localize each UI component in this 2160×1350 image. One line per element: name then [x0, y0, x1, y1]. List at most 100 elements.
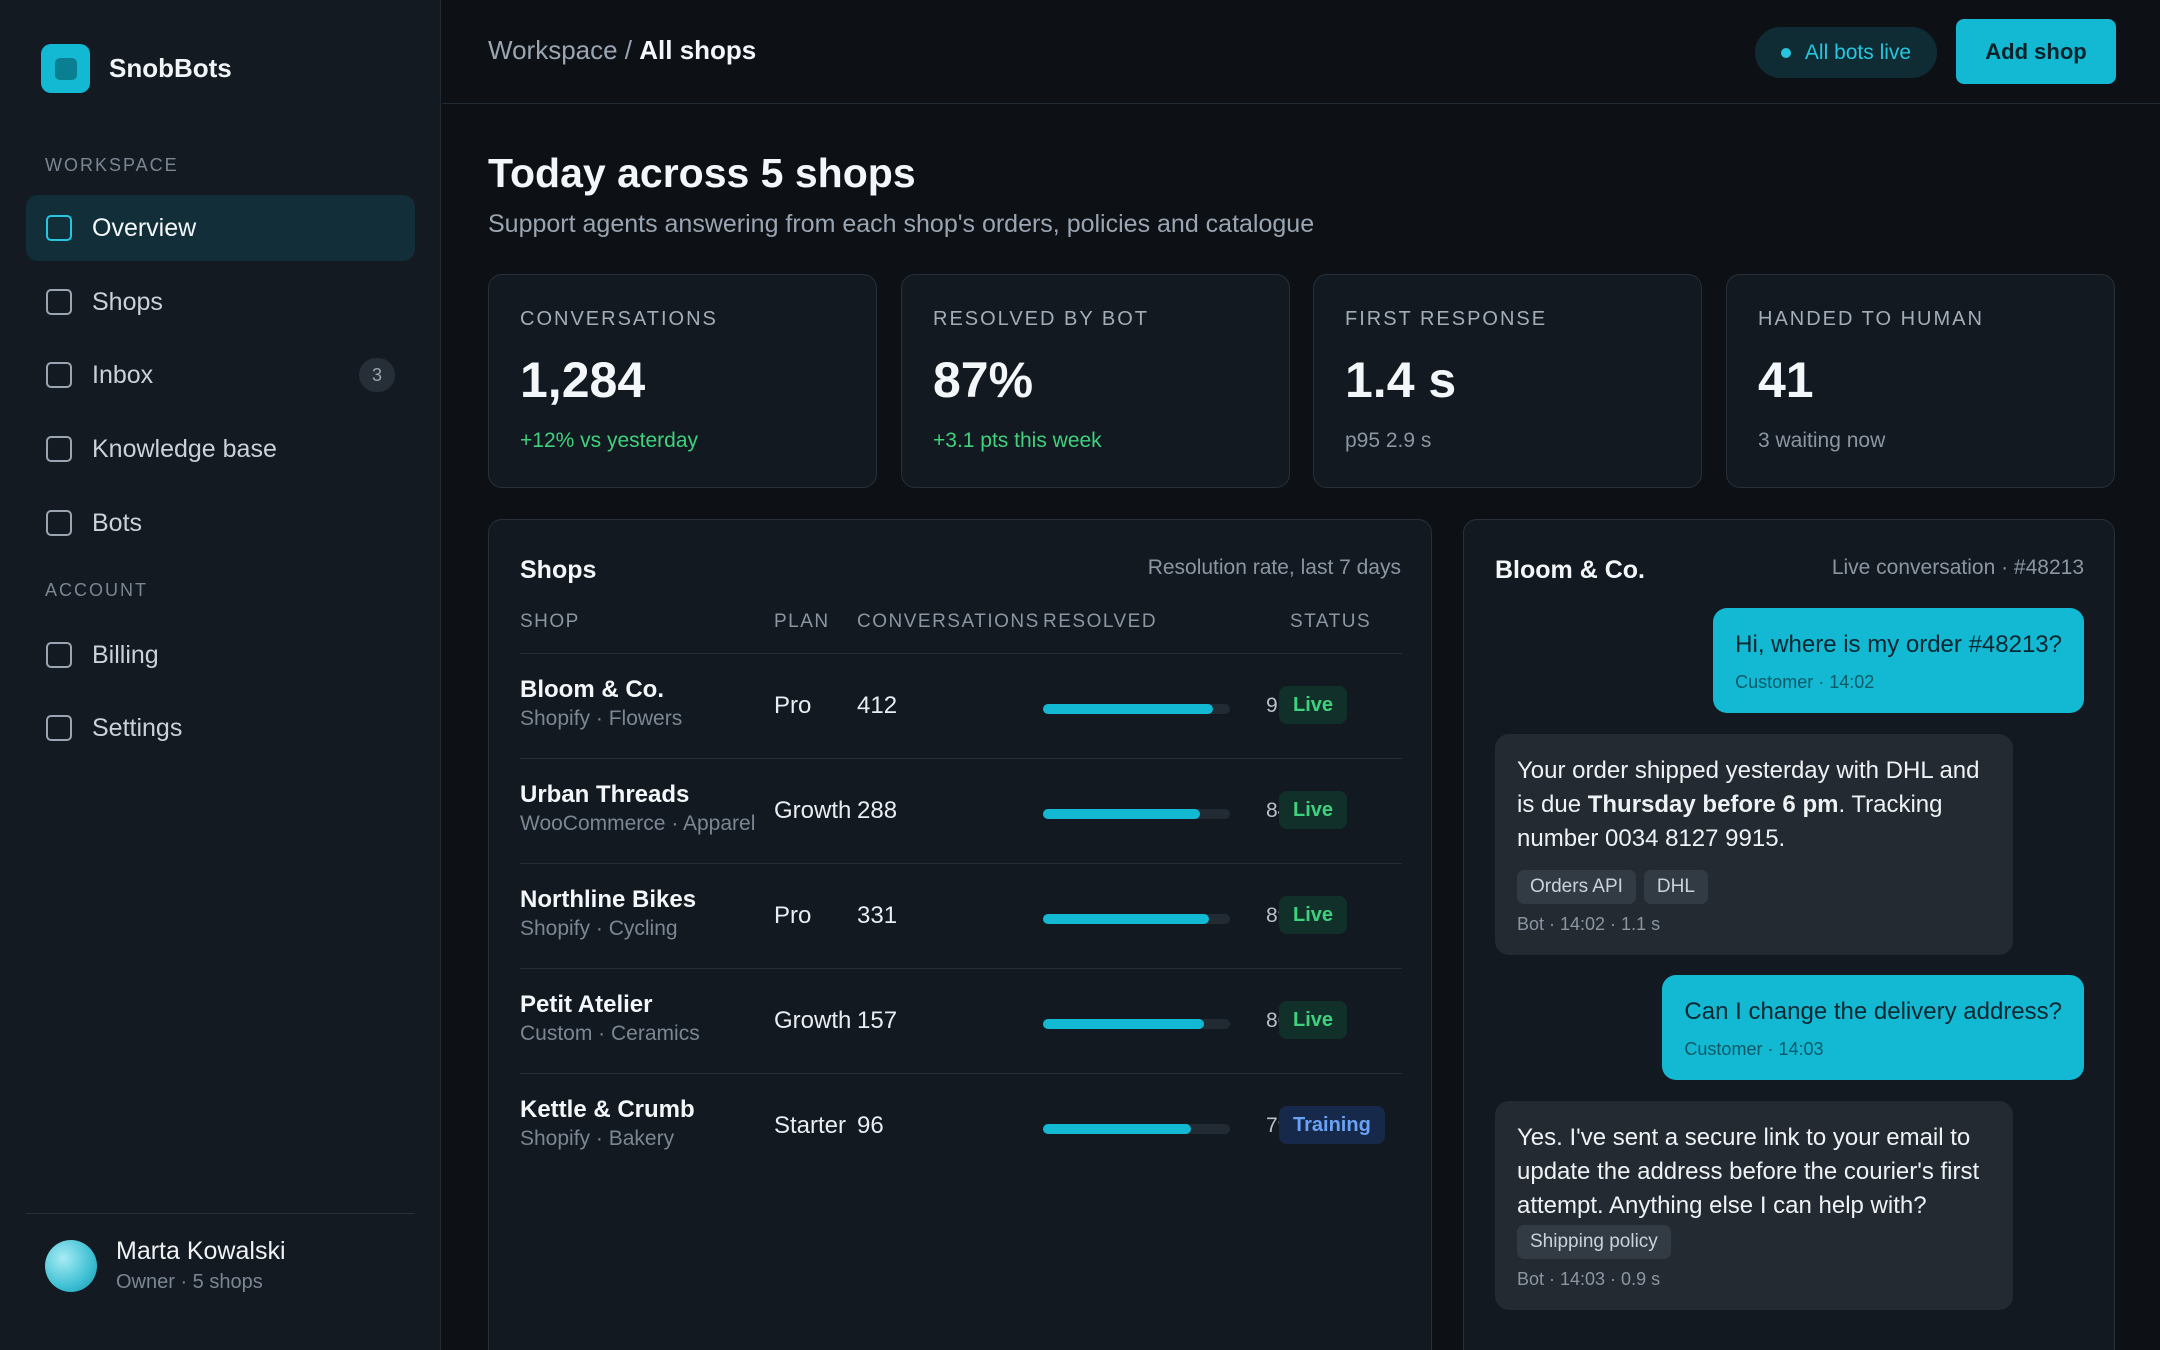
shop-platform: WooCommerce · Apparel: [520, 812, 756, 835]
bot-message: Your order shipped yesterday with DHL an…: [1495, 734, 2013, 955]
shops-panel-title: Shops: [520, 556, 597, 584]
breadcrumb-root[interactable]: Workspace: [488, 35, 618, 65]
status-badge: Live: [1279, 1001, 1348, 1039]
table-row[interactable]: Urban Threads WooCommerce · Apparel Grow…: [520, 758, 1402, 863]
shop-plan: Growth: [774, 797, 852, 824]
shops-icon: [46, 289, 72, 315]
shop-name: Urban Threads: [520, 781, 690, 808]
shop-platform: Custom · Ceramics: [520, 1022, 700, 1045]
brand-logo-icon: [41, 44, 90, 93]
message-text: Hi, where is my order #48213?: [1735, 631, 2062, 658]
sidebar-item-shops[interactable]: Shops: [26, 269, 415, 335]
resolution-bar-fill: [1043, 914, 1210, 924]
source-chips: Orders API DHL: [1517, 870, 1991, 904]
sidebar-item-label: Shops: [92, 287, 163, 316]
resolution-bar: [1043, 914, 1230, 924]
brand[interactable]: SnobBots: [41, 44, 232, 93]
shop-plan: Pro: [774, 902, 812, 929]
sidebar-item-label: Overview: [92, 213, 197, 242]
user-divider: [26, 1213, 415, 1214]
source-chip[interactable]: Orders API: [1517, 870, 1636, 904]
shop-name: Bloom & Co.: [520, 676, 664, 703]
kpi-card-conversations: CONVERSATIONS 1,284 +12% vs yesterday: [488, 274, 877, 488]
kpi-label: HANDED TO HUMAN: [1758, 308, 1984, 330]
sidebar-item-overview[interactable]: Overview: [26, 195, 415, 261]
user-name[interactable]: Marta Kowalski: [116, 1237, 286, 1265]
sidebar-item-settings[interactable]: Settings: [26, 695, 415, 761]
shop-conversations: 96: [857, 1112, 884, 1139]
sidebar-item-label: Inbox: [92, 360, 154, 389]
status-badge: Live: [1279, 896, 1348, 934]
resolution-bar: [1043, 704, 1230, 714]
column-header-shop[interactable]: SHOP: [520, 611, 580, 632]
resolution-bar-fill: [1043, 1019, 1204, 1029]
inbox-icon: [46, 362, 72, 388]
shop-name: Petit Atelier: [520, 991, 653, 1018]
kpi-note: p95 2.9 s: [1345, 429, 1432, 452]
message-text: Yes. I've sent a secure link to your ema…: [1517, 1121, 1991, 1259]
resolution-bar-fill: [1043, 809, 1201, 819]
conversation-panel: Bloom & Co. Live conversation · #48213 H…: [1463, 519, 2115, 1350]
source-chip[interactable]: Shipping policy: [1517, 1225, 1671, 1259]
shop-conversations: 331: [857, 902, 898, 929]
resolution-bar: [1043, 1019, 1230, 1029]
brand-name: SnobBots: [109, 53, 232, 83]
topbar: Workspace / All shops All bots live Add …: [442, 0, 2160, 104]
bot-message: Yes. I've sent a secure link to your ema…: [1495, 1101, 2013, 1310]
customer-message: Hi, where is my order #48213? Customer ·…: [1713, 608, 2084, 713]
sidebar-item-label: Knowledge base: [92, 434, 277, 463]
status-badge: Live: [1279, 791, 1348, 829]
billing-icon: [46, 642, 72, 668]
breadcrumb: Workspace / All shops: [488, 35, 756, 66]
conversation-shop-title: Bloom & Co.: [1495, 556, 1645, 584]
settings-icon: [46, 715, 72, 741]
sidebar-item-label: Bots: [92, 508, 143, 537]
resolution-bar-fill: [1043, 1124, 1191, 1134]
message-text: Can I change the delivery address?: [1684, 998, 2062, 1025]
sidebar-item-label: Billing: [92, 640, 159, 669]
column-header-plan[interactable]: PLAN: [774, 611, 830, 632]
shop-plan: Pro: [774, 692, 812, 719]
column-header-resolved[interactable]: RESOLVED: [1043, 611, 1158, 632]
column-header-conversations[interactable]: CONVERSATIONS: [857, 611, 1040, 632]
page-subtitle: Support agents answering from each shop'…: [488, 210, 1315, 238]
kpi-label: FIRST RESPONSE: [1345, 308, 1548, 330]
shops-panel-meta: Resolution rate, last 7 days: [1147, 556, 1401, 579]
shops-panel: Shops Resolution rate, last 7 days SHOP …: [488, 519, 1432, 1350]
table-row[interactable]: Northline Bikes Shopify · Cycling Pro 33…: [520, 863, 1402, 968]
table-row[interactable]: Petit Atelier Custom · Ceramics Growth 1…: [520, 968, 1402, 1073]
source-chip[interactable]: DHL: [1643, 870, 1708, 904]
avatar[interactable]: [45, 1240, 97, 1292]
shop-platform: Shopify · Cycling: [520, 917, 678, 940]
status-badge: Training: [1279, 1106, 1385, 1144]
message-text-part: Yes. I've sent a secure link to your ema…: [1517, 1124, 1980, 1219]
sidebar-item-inbox[interactable]: Inbox 3: [26, 342, 415, 408]
sidebar-item-label: Settings: [92, 713, 183, 742]
table-row[interactable]: Kettle & Crumb Shopify · Bakery Starter …: [520, 1073, 1402, 1178]
resolution-bar: [1043, 809, 1230, 819]
message-meta: Customer · 14:02: [1735, 672, 1875, 692]
sidebar: SnobBots WORKSPACE Overview Shops Inbox …: [0, 0, 441, 1350]
status-dot-icon: [1780, 47, 1791, 58]
kpi-label: CONVERSATIONS: [520, 308, 718, 330]
column-header-status[interactable]: STATUS: [1290, 611, 1372, 632]
bots-status-pill[interactable]: All bots live: [1755, 27, 1937, 78]
sidebar-item-bots[interactable]: Bots: [26, 490, 415, 556]
shop-name: Kettle & Crumb: [520, 1096, 695, 1123]
sidebar-item-knowledge-base[interactable]: Knowledge base: [26, 416, 415, 482]
kpi-note: 3 waiting now: [1758, 429, 1886, 452]
sidebar-item-billing[interactable]: Billing: [26, 622, 415, 688]
table-row[interactable]: Bloom & Co. Shopify · Flowers Pro 412 91…: [520, 653, 1402, 758]
shop-plan: Growth: [774, 1007, 852, 1034]
message-text-part: . Tracking number 0034 8127 9915.: [1517, 791, 1943, 852]
message-meta: Bot · 14:03 · 0.9 s: [1517, 1269, 1661, 1289]
kpi-label: RESOLVED BY BOT: [933, 308, 1149, 330]
shop-plan: Starter: [774, 1112, 847, 1139]
bots-status-label: All bots live: [1804, 40, 1912, 64]
customer-message: Can I change the delivery address? Custo…: [1662, 975, 2084, 1080]
message-text-bold: Thursday before 6 pm: [1587, 791, 1839, 818]
add-shop-button[interactable]: Add shop: [1956, 19, 2116, 84]
kpi-value: 1,284: [520, 352, 646, 408]
kpi-value: 1.4 s: [1345, 352, 1457, 408]
kpi-note: +12% vs yesterday: [520, 429, 699, 452]
